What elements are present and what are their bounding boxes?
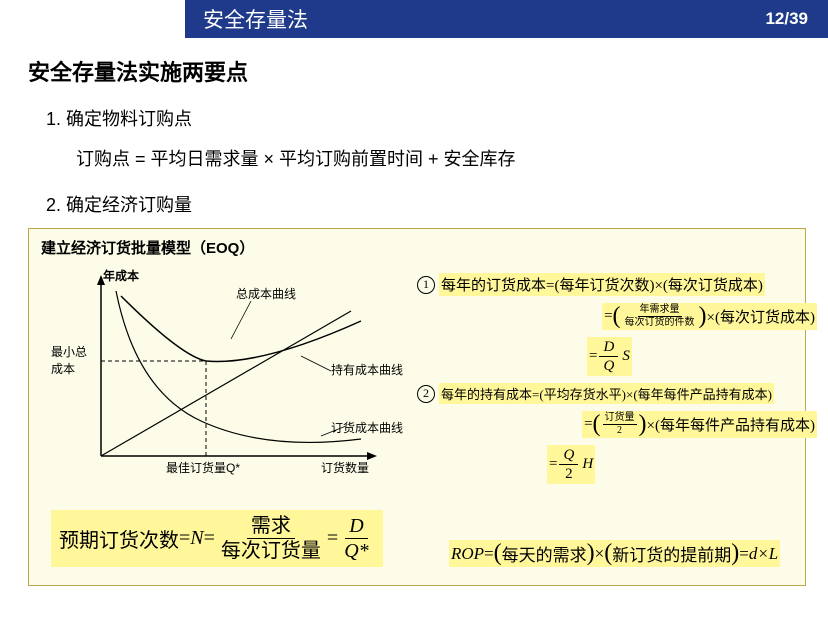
eq2-line3: = Q 2 H [417,445,827,484]
eq1-D: D [599,338,618,357]
eq2-eq-sign: = [584,416,592,433]
min-cost-label: 最小总 成本 [51,343,87,377]
content-area: 安全存量法实施两要点 1. 确定物料订购点 订购点 = 平均日需求量 × 平均订… [28,55,808,231]
header-bar: 安全存量法 12/39 [185,0,828,38]
rop-label: ROP [451,544,484,564]
eq2-Q: Q [559,446,578,465]
eq2-suffix: ×(每年每件产品持有成本) [647,414,815,435]
rop-p1: 每天的需求 [502,541,587,566]
item1-text: 确定物料订购点 [66,109,192,129]
circle-2: 2 [417,385,435,403]
eq2-frac-top: 订货量 [603,412,637,425]
eq1-frac-top: 年需求量 [638,304,682,317]
eq1-S: S [622,348,630,365]
eoq-chart: 年成本 订货数量 总成本曲线 持有成本曲线 订货成本曲线 最小总 成本 最佳订货… [41,261,401,491]
eq2-line2: = ( 订货量 2 ) ×(每年每件产品持有成本) [417,411,827,438]
eq2-eq3: = [549,456,557,473]
eq2-frac: 订货量 2 [603,412,637,437]
rop-dL: d×L [749,544,778,564]
eq2-text1: 每年的持有成本=(平均存货水平)×(每年每件产品持有成本) [439,383,774,404]
eq1-Q: Q [599,357,618,375]
eq1-frac-row: = ( 年需求量 每次订货的件数 ) ×(每次订货成本) [602,303,817,330]
bottom-eq3: = [327,527,338,550]
bottom-frac1-top: 需求 [247,514,295,539]
rop-eq1: = [484,544,494,564]
bottom-frac1-bot: 每次订货量 [217,539,325,563]
ordering-cost-label: 订货成本曲线 [331,419,403,436]
eq2-q2-frac: Q 2 [559,446,578,483]
bottom-D: D [345,514,367,539]
list-item-2: 2. 确定经济订购量 [28,191,808,217]
subtitle: 安全存量法实施两要点 [28,55,808,87]
optimal-q-label: 最佳订货量Q* [166,459,240,476]
eq1-frac-bot: 每次订货的件数 [623,317,697,329]
eq1-line1: 1 每年的订货成本=(每年订货次数)×(每次订货成本) [417,273,827,296]
eoq-box-title: 建立经济订货批量模型（EOQ） [29,229,805,262]
bottom-frac1: 需求 每次订货量 [217,514,325,563]
bottom-Qstar: Q* [340,539,372,563]
total-cost-label: 总成本曲线 [236,285,296,302]
bottom-eq1: = [179,527,190,550]
item2-number: 2. [46,195,61,215]
eq1-frac: 年需求量 每次订货的件数 [623,304,697,329]
eq2-frac-bot: 2 [615,425,624,437]
bottom-frac2: D Q* [340,514,372,563]
eq1-line2: = ( 年需求量 每次订货的件数 ) ×(每次订货成本) [417,303,827,330]
eq1-suffix: ×(每次订货成本) [707,306,815,327]
item1-number: 1. [46,109,61,129]
eq2-H: H [582,456,593,473]
rop-times: × [595,544,605,564]
eoq-model-box: 建立经济订货批量模型（EOQ） 年成本 订货数量 总成本曲线 持有成本曲线 [28,228,806,586]
eq2-frac-row: = ( 订货量 2 ) ×(每年每件产品持有成本) [582,411,817,438]
bottom-eq2: = [204,527,215,550]
bottom-N: N [190,527,203,550]
eq2-qh: = Q 2 H [547,445,595,484]
item2-text: 确定经济订购量 [66,195,192,215]
expected-orders-eq: 预期订货次数 = N = 需求 每次订货量 = D Q* [51,510,383,567]
rop-p2: 新订货的提前期 [612,541,731,566]
eq1-dq-frac: D Q [599,338,618,375]
holding-cost-label: 持有成本曲线 [331,361,403,378]
eq1-eq3: = [589,348,597,365]
rop-eq: ROP = (每天的需求) × (新订货的提前期) = d×L [449,540,780,567]
eq2-2: 2 [561,465,577,483]
circle-1: 1 [417,276,435,294]
equations-right: 1 每年的订货成本=(每年订货次数)×(每次订货成本) = ( 年需求量 每次订… [417,273,827,491]
page-number: 12/39 [765,9,808,29]
eq1-line3: = D Q S [417,337,827,376]
x-axis-label: 订货数量 [321,459,369,476]
eq2-line1: 2 每年的持有成本=(平均存货水平)×(每年每件产品持有成本) [417,383,827,404]
slide-title: 安全存量法 [203,4,308,34]
reorder-formula: 订购点 = 平均日需求量 × 平均订购前置时间 + 安全库存 [28,145,808,171]
bottom-label: 预期订货次数 [59,524,179,553]
eq1-text1: 每年的订货成本=(每年订货次数)×(每次订货成本) [439,273,765,296]
rop-eq2: = [739,544,749,564]
eq1-dqs: = D Q S [587,337,632,376]
y-axis-label: 年成本 [103,267,139,284]
eq1-eq-sign: = [604,308,612,325]
list-item-1: 1. 确定物料订购点 [28,105,808,131]
